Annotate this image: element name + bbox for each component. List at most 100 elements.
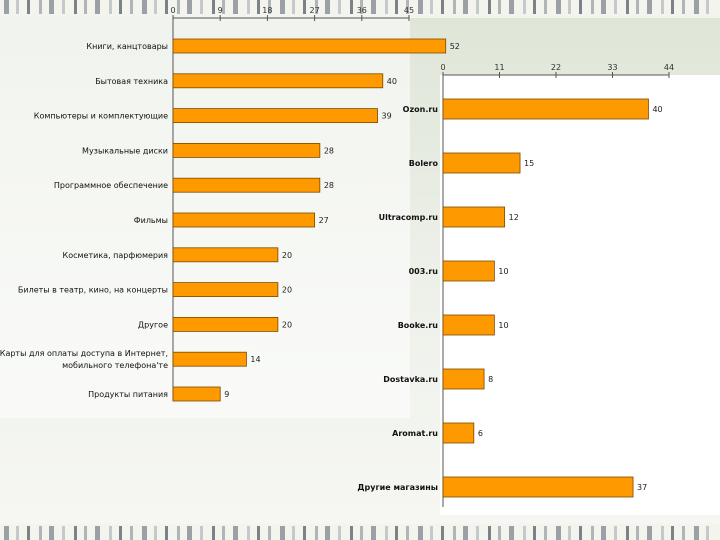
data-label: 20 <box>282 251 292 260</box>
stripe <box>130 0 133 14</box>
stripe <box>49 526 54 540</box>
stripe <box>74 0 77 14</box>
stripe <box>682 0 685 14</box>
x-tick-label: 36 <box>357 6 367 15</box>
stripe <box>661 526 664 540</box>
stripe <box>119 526 122 540</box>
x-tick-label: 9 <box>218 6 223 15</box>
stripe <box>212 526 215 540</box>
x-tick-label: 11 <box>494 63 504 72</box>
stripe <box>200 526 203 540</box>
stripe <box>39 526 42 540</box>
x-tick-label: 0 <box>440 63 445 72</box>
stripe <box>62 0 65 14</box>
stripe <box>453 0 456 14</box>
bar <box>172 386 221 402</box>
stripe <box>177 526 180 540</box>
data-label: 40 <box>652 105 662 114</box>
category-label: Музыкальные диски <box>82 146 168 155</box>
stripe <box>706 0 709 14</box>
category-label: Компьютеры и комплектующие <box>34 112 168 121</box>
stripe <box>601 526 606 540</box>
stripe <box>280 526 285 540</box>
stripe <box>523 0 526 14</box>
category-label: Продукты питания <box>88 390 168 399</box>
stripe <box>325 526 330 540</box>
data-label: 9 <box>224 390 229 399</box>
stripe <box>119 0 122 14</box>
bar <box>442 476 634 498</box>
stripe <box>109 526 112 540</box>
x-tick-label: 33 <box>607 63 617 72</box>
stripe <box>476 0 479 14</box>
stripe <box>523 526 526 540</box>
stripe <box>280 0 285 14</box>
stripe <box>395 526 398 540</box>
stripe <box>533 0 536 14</box>
stripe <box>614 0 617 14</box>
stripe <box>27 526 30 540</box>
bar <box>172 38 447 54</box>
stripe <box>509 0 514 14</box>
stripe <box>315 526 318 540</box>
stripe <box>325 0 330 14</box>
stripe <box>247 526 250 540</box>
stripe <box>109 0 112 14</box>
stripe <box>165 526 168 540</box>
data-label: 20 <box>282 320 292 329</box>
stripe <box>200 0 203 14</box>
stripe <box>4 526 9 540</box>
stripe <box>84 526 87 540</box>
stripe <box>441 526 444 540</box>
stripe <box>350 526 353 540</box>
category-label: Программное обеспечение <box>54 181 168 190</box>
stripe <box>579 526 582 540</box>
bar <box>172 73 384 89</box>
stripe <box>671 526 674 540</box>
data-label: 12 <box>509 213 519 222</box>
stripe <box>74 526 77 540</box>
stripe <box>533 526 536 540</box>
data-label: 37 <box>637 483 647 492</box>
category-label: Booke.ru <box>398 321 439 330</box>
stripe <box>488 0 491 14</box>
stripe <box>177 0 180 14</box>
stripe <box>62 526 65 540</box>
stripe <box>544 526 547 540</box>
stripe <box>430 526 433 540</box>
stripe <box>579 0 582 14</box>
category-label: мобильного телефона'те <box>62 361 168 370</box>
bar <box>172 247 279 263</box>
stripe <box>212 0 215 14</box>
bar <box>172 351 247 367</box>
stripe <box>406 0 409 14</box>
bar <box>442 368 485 390</box>
data-label: 28 <box>324 181 334 190</box>
stripe <box>568 526 571 540</box>
stripe <box>626 0 629 14</box>
stripe <box>694 0 699 14</box>
stripe <box>4 0 9 14</box>
bar <box>442 314 495 336</box>
stripe <box>636 526 639 540</box>
stripe <box>601 0 606 14</box>
stripe <box>222 526 225 540</box>
stripe <box>556 526 561 540</box>
stripe <box>544 0 547 14</box>
bar <box>172 316 279 332</box>
category-label: Другое <box>138 320 168 329</box>
stripe <box>647 526 652 540</box>
stripe <box>661 0 664 14</box>
bar <box>172 282 279 298</box>
stripe <box>463 526 468 540</box>
stripe <box>453 526 456 540</box>
category-label: Фильмы <box>134 216 168 225</box>
data-label: 8 <box>488 375 493 384</box>
stripe <box>187 0 192 14</box>
stripe <box>292 0 295 14</box>
stripe <box>568 0 571 14</box>
stripe <box>49 0 54 14</box>
stripe <box>360 526 363 540</box>
